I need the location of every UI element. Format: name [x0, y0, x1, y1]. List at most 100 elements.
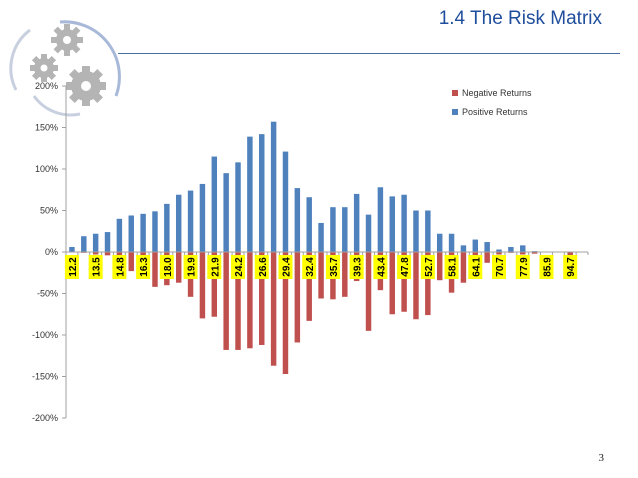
bar-negative-returns: [472, 252, 479, 257]
bar-positive-returns: [342, 207, 348, 252]
bar-negative-returns: [425, 252, 431, 316]
x-tick-label-highlight: [397, 255, 412, 279]
bar-positive-returns: [223, 173, 229, 252]
bar-positive-returns: [128, 215, 134, 252]
title-divider: [118, 53, 620, 54]
bar-negative-returns: [128, 252, 134, 272]
x-tick-label: 18.0: [163, 257, 174, 277]
bar-negative-returns: [223, 252, 229, 350]
bar-positive-returns: [104, 232, 111, 252]
bar-positive-returns: [187, 190, 194, 252]
x-tick-label-highlight: [515, 255, 530, 279]
x-tick-label-group: 13.5: [88, 255, 103, 279]
x-tick-label: 47.8: [400, 257, 411, 277]
x-tick-label-group: 14.8: [112, 255, 127, 279]
legend-swatch: [452, 109, 458, 115]
x-tick-label: 39.3: [353, 257, 364, 277]
bar-negative-returns: [175, 252, 182, 283]
x-tick-label-group: 52.7: [420, 255, 435, 279]
bar-positive-returns: [175, 194, 182, 252]
bar-positive-returns: [282, 151, 289, 252]
x-tick-label-group: 43.4: [373, 255, 388, 279]
bar-positive-returns: [116, 218, 123, 252]
x-tick-label: 85.9: [542, 257, 553, 277]
bar-negative-returns: [318, 252, 324, 299]
bar-negative-returns: [567, 252, 573, 257]
x-tick-label-highlight: [468, 255, 483, 279]
x-tick-label-highlight: [420, 255, 435, 279]
x-tick-label-group: 12.2: [64, 255, 79, 279]
x-tick-label: 16.3: [139, 257, 150, 277]
x-tick-label-highlight: [136, 255, 151, 279]
y-tick-label: -50%: [37, 289, 58, 299]
slide-title: 1.4 The Risk Matrix: [438, 8, 602, 29]
x-tick-label-group: 47.8: [397, 255, 412, 279]
bar-negative-returns: [436, 252, 443, 281]
bar-positive-returns: [436, 233, 443, 252]
x-tick-label-group: 58.1: [444, 255, 459, 279]
bar-negative-returns: [306, 252, 312, 321]
x-tick-label-group: 32.4: [302, 255, 317, 279]
x-tick-label: 13.5: [92, 257, 103, 277]
x-tick-label-highlight: [325, 255, 340, 279]
page-number: 3: [598, 452, 605, 464]
gear-cluster-icon: [9, 20, 121, 117]
x-tick-label-group: 94.7: [563, 255, 578, 279]
y-tick-label: -200%: [32, 413, 58, 423]
x-tick-label: 43.4: [376, 257, 387, 277]
bar-negative-returns: [413, 252, 419, 320]
bar-positive-returns: [69, 247, 75, 252]
x-tick-label: 21.9: [210, 257, 221, 277]
x-tick-label-group: 21.9: [207, 255, 222, 279]
bar-negative-returns: [365, 252, 372, 331]
bar-negative-returns: [211, 252, 218, 317]
bar-positive-returns: [425, 210, 431, 252]
x-tick-label-group: 29.4: [278, 255, 293, 279]
y-tick-label: -100%: [32, 330, 58, 340]
bar-negative-returns: [342, 252, 348, 297]
x-tick-label: 70.7: [495, 257, 506, 277]
bar-negative-returns: [282, 252, 289, 375]
bar-positive-returns: [496, 249, 502, 252]
bar-positive-returns: [520, 245, 526, 252]
x-tick-label: 64.1: [471, 257, 482, 277]
x-tick-label-highlight: [112, 255, 127, 279]
x-tick-label-group: 26.6: [254, 255, 269, 279]
bar-negative-returns: [235, 252, 241, 350]
bar-positive-returns: [389, 196, 395, 252]
bar-positive-returns: [199, 183, 206, 252]
x-tick-label: 26.6: [258, 257, 269, 277]
x-tick-label: 58.1: [448, 257, 459, 277]
bar-positive-returns: [448, 233, 455, 252]
bar-negative-returns: [104, 252, 111, 256]
legend-label: Negative Returns: [462, 88, 532, 98]
x-tick-label: 19.9: [187, 257, 198, 277]
x-tick-label-highlight: [492, 255, 507, 279]
x-tick-label-group: 70.7: [492, 255, 507, 279]
x-tick-label-group: 64.1: [468, 255, 483, 279]
legend-swatch: [452, 90, 458, 96]
x-tick-label-highlight: [444, 255, 459, 279]
bar-positive-returns: [247, 136, 253, 252]
x-tick-label: 32.4: [305, 257, 316, 277]
bar-negative-returns: [259, 252, 265, 345]
bar-negative-returns: [247, 252, 253, 349]
bar-positive-returns: [330, 207, 336, 252]
x-tick-label: 94.7: [566, 257, 577, 277]
bar-positive-returns: [294, 188, 301, 252]
bar-positive-returns: [92, 233, 99, 252]
x-tick-label-highlight: [207, 255, 222, 279]
bar-negative-returns: [270, 252, 277, 366]
bar-positive-returns: [270, 121, 277, 252]
bar-positive-returns: [211, 156, 218, 252]
x-tick-label-highlight: [563, 255, 578, 279]
bar-positive-returns: [306, 197, 312, 252]
bar-negative-returns: [152, 252, 158, 287]
bar-positive-returns: [508, 247, 514, 252]
bar-positive-returns: [140, 213, 146, 252]
x-tick-label-highlight: [349, 255, 364, 279]
bar-positive-returns: [235, 162, 241, 252]
x-tick-label-highlight: [302, 255, 317, 279]
bar-negative-returns: [92, 252, 99, 255]
